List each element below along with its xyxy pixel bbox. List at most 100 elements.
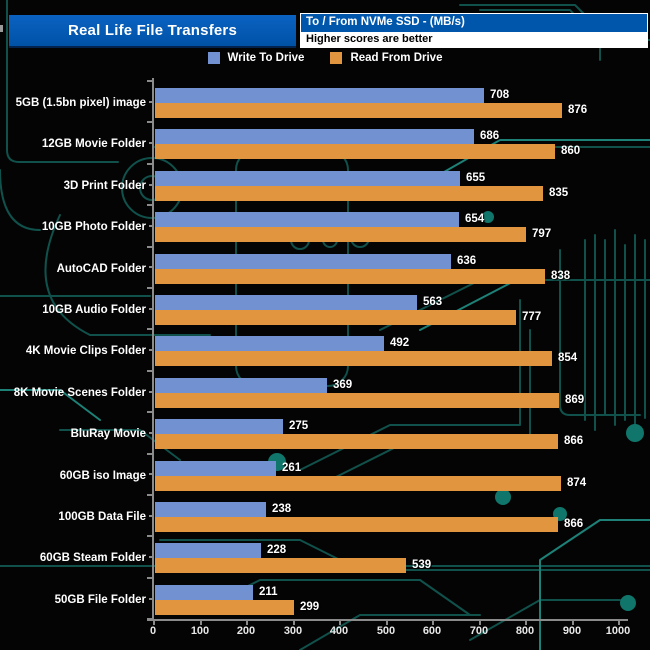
legend-item-write: Write To Drive (207, 52, 304, 64)
x-axis-tick-label: 1000 (605, 625, 631, 637)
value-label: 838 (551, 269, 571, 282)
value-label: 654 (465, 213, 485, 226)
y-axis-tick (147, 163, 153, 165)
x-axis-tick-label: 300 (283, 625, 303, 637)
x-axis-tick (246, 620, 248, 625)
y-axis-tick (149, 184, 153, 186)
value-label: 275 (289, 420, 309, 433)
bar-read (155, 227, 526, 243)
y-axis-tick (147, 80, 153, 82)
value-label: 655 (466, 171, 486, 184)
value-label: 211 (259, 585, 278, 598)
write-swatch-icon (207, 52, 220, 64)
value-label: 369 (333, 378, 353, 391)
category-label: 5GB (1.5bn pixel) image (15, 97, 146, 109)
value-label: 539 (412, 559, 432, 572)
x-axis-tick (293, 620, 295, 625)
bar-read (155, 268, 545, 284)
x-axis-tick (339, 620, 341, 625)
category-label: 60GB Steam Folder (39, 552, 146, 565)
y-axis-tick (147, 121, 153, 123)
chart-note: Higher scores are better (301, 32, 647, 47)
bar-read (155, 434, 558, 450)
value-label: 874 (567, 476, 587, 489)
y-axis-tick (147, 328, 153, 330)
bar-read (155, 558, 406, 574)
x-axis-tick-label: 400 (329, 625, 349, 637)
value-label: 636 (457, 254, 477, 267)
y-axis-tick (149, 473, 153, 475)
category-label: AutoCAD Folder (56, 262, 146, 275)
bar-write (155, 460, 276, 476)
value-label: 708 (490, 89, 510, 101)
bar-write (155, 584, 253, 600)
bar-read (155, 517, 558, 532)
value-label: 261 (282, 461, 302, 474)
chart-legend: Write To Drive Read From Drive (0, 52, 650, 64)
legend-label-read: Read From Drive (350, 52, 443, 64)
bar-write (155, 377, 327, 393)
y-axis-tick (147, 204, 153, 206)
x-axis-tick-label: 800 (515, 625, 535, 637)
category-label: 3D Print Folder (63, 179, 146, 192)
chart-subtitle: To / From NVMe SSD - (MB/s) (301, 14, 647, 32)
y-axis-tick (147, 453, 153, 455)
x-axis-tick (618, 620, 620, 625)
y-axis-tick (147, 618, 153, 620)
bar-read (155, 351, 552, 367)
bar-write (155, 502, 266, 517)
chart-subtitle-box: To / From NVMe SSD - (MB/s) Higher score… (300, 13, 648, 48)
category-label: 8K Movie Scenes Folder (13, 386, 146, 399)
bar-read (155, 392, 559, 408)
value-label: 299 (300, 600, 320, 613)
bar-write (155, 295, 417, 310)
y-axis-tick (149, 266, 153, 268)
category-label: BluRay Movie (70, 428, 146, 441)
y-axis-tick (147, 494, 153, 496)
bar-read (155, 185, 543, 201)
y-axis-tick (147, 287, 153, 289)
y-axis-tick (149, 142, 153, 144)
left-edge-mark (0, 25, 3, 32)
value-label: 563 (423, 296, 443, 308)
y-axis-tick (149, 598, 153, 600)
bar-write (155, 253, 451, 269)
value-label: 835 (549, 186, 569, 199)
y-axis-tick (147, 246, 153, 248)
x-axis-tick (479, 620, 481, 625)
bar-write (155, 88, 484, 103)
bar-read (155, 310, 516, 325)
bar-write (155, 336, 384, 352)
x-axis-tick-label: 700 (469, 625, 489, 637)
y-axis-tick (149, 515, 153, 517)
category-label: 12GB Movie Folder (41, 138, 146, 151)
y-axis-tick (147, 577, 153, 579)
bar-write (155, 129, 474, 145)
y-axis-tick (147, 535, 153, 537)
value-label: 869 (565, 393, 585, 406)
x-axis-tick-label: 100 (190, 625, 210, 637)
x-axis-tick-label: 900 (562, 625, 582, 637)
bar-write (155, 543, 261, 559)
y-axis-tick (147, 370, 153, 372)
value-label: 238 (272, 503, 292, 515)
x-axis-tick-label: 0 (149, 625, 157, 637)
value-label: 797 (532, 228, 552, 241)
chart-title: Real Life File Transfers (9, 15, 296, 48)
value-label: 228 (267, 544, 287, 557)
chart-title-text: Real Life File Transfers (67, 22, 238, 39)
read-swatch-icon (330, 52, 343, 64)
x-axis-tick (386, 620, 388, 625)
bar-write (155, 212, 459, 228)
y-axis-tick (149, 308, 153, 310)
y-axis-tick (149, 101, 153, 103)
x-axis-tick (432, 620, 434, 625)
category-label: 4K Movie Clips Folder (25, 345, 146, 358)
value-label: 860 (561, 145, 581, 158)
x-axis-tick-label: 600 (422, 625, 442, 637)
value-label: 866 (564, 435, 584, 448)
bar-read (155, 475, 561, 491)
bar-read (155, 103, 562, 118)
y-axis-tick (149, 556, 153, 558)
value-label: 876 (568, 104, 588, 116)
